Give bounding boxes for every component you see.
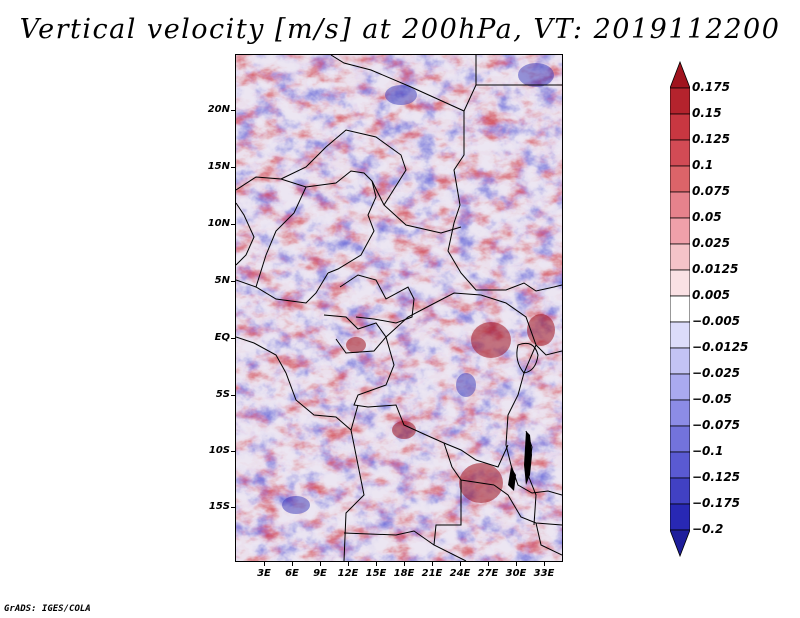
- lat-tick: [231, 395, 235, 396]
- lat-label-10n: 10N: [207, 218, 230, 229]
- colorbar-label: 0.15: [692, 106, 722, 120]
- colorbar-label: 0.1: [692, 158, 714, 172]
- colorbar-label: −0.05: [692, 392, 732, 406]
- lon-tick: [544, 562, 545, 566]
- lat-tick: [231, 224, 235, 225]
- strong-updraft-cells: [346, 314, 555, 503]
- lat-label-eq: EQ: [214, 332, 230, 343]
- lon-label-18e: 18E: [393, 568, 415, 579]
- colorbar-label: 0.05: [692, 210, 722, 224]
- lat-label-20n: 20N: [207, 104, 230, 115]
- lat-tick: [231, 451, 235, 452]
- lon-tick: [488, 562, 489, 566]
- colorbar-label: 0.005: [692, 288, 730, 302]
- lat-label-5s: 5S: [215, 389, 230, 400]
- map-panel: [235, 54, 563, 562]
- lat-label-15s: 15S: [208, 501, 230, 512]
- lat-tick: [231, 338, 235, 339]
- strong-downdraft-cells: [282, 63, 554, 514]
- lat-tick: [231, 281, 235, 282]
- colorbar-segment: [670, 347, 690, 375]
- lon-label-12e: 12E: [337, 568, 359, 579]
- lon-label-30e: 30E: [505, 568, 527, 579]
- lat-tick: [231, 110, 235, 111]
- colorbar-segment: [670, 477, 690, 505]
- lat-tick: [231, 167, 235, 168]
- colorbar-segment: [670, 399, 690, 427]
- colorbar-label: −0.025: [692, 366, 741, 380]
- lon-label-21e: 21E: [421, 568, 443, 579]
- colorbar-segment: [670, 321, 690, 349]
- vertical-velocity-field: [236, 55, 562, 561]
- colorbar-label: −0.005: [692, 314, 741, 328]
- lon-tick: [376, 562, 377, 566]
- colorbar-label: 0.0125: [692, 262, 739, 276]
- colorbar-segment: [670, 373, 690, 401]
- lon-label-9e: 9E: [313, 568, 327, 579]
- lon-label-33e: 33E: [533, 568, 555, 579]
- colorbar-label: 0.175: [692, 80, 730, 94]
- colorbar-segment: [670, 165, 690, 193]
- lon-label-3e: 3E: [257, 568, 271, 579]
- colorbar-segment: [670, 529, 690, 558]
- colorbar-label: −0.1: [692, 444, 724, 458]
- colorbar-label: 0.025: [692, 236, 730, 250]
- chart-title: Vertical velocity [m/s] at 200hPa, VT: 2…: [19, 14, 781, 45]
- map-canvas: [236, 55, 562, 561]
- lon-label-24e: 24E: [449, 568, 471, 579]
- lon-tick: [432, 562, 433, 566]
- colorbar-segment: [670, 451, 690, 479]
- country-borders: [236, 55, 562, 561]
- colorbar-segment: [670, 191, 690, 219]
- colorbar-segment: [670, 87, 690, 115]
- colorbar-segment: [670, 217, 690, 245]
- colorbar-label: −0.075: [692, 418, 741, 432]
- lon-tick: [264, 562, 265, 566]
- colorbar-segment: [670, 243, 690, 271]
- colorbar: [670, 60, 690, 558]
- lon-tick: [320, 562, 321, 566]
- lon-tick: [516, 562, 517, 566]
- lat-label-15n: 15N: [207, 161, 230, 172]
- colorbar-segment: [670, 60, 690, 89]
- colorbar-segment: [670, 295, 690, 323]
- lat-tick: [231, 507, 235, 508]
- colorbar-segment: [670, 113, 690, 141]
- colorbar-segment: [670, 425, 690, 453]
- lon-tick: [404, 562, 405, 566]
- colorbar-label: −0.125: [692, 470, 741, 484]
- lon-tick: [460, 562, 461, 566]
- grads-credit: GrADS: IGES/COLA: [4, 604, 91, 614]
- lakes: [508, 342, 539, 491]
- lat-label-10s: 10S: [208, 445, 230, 456]
- colorbar-segment: [670, 269, 690, 297]
- colorbar-label: 0.125: [692, 132, 730, 146]
- lon-label-6e: 6E: [285, 568, 299, 579]
- lon-tick: [348, 562, 349, 566]
- colorbar-label: 0.075: [692, 184, 730, 198]
- lon-tick: [292, 562, 293, 566]
- colorbar-segment: [670, 139, 690, 167]
- lat-label-5n: 5N: [214, 275, 230, 286]
- lon-label-27e: 27E: [477, 568, 499, 579]
- lon-label-15e: 15E: [365, 568, 387, 579]
- colorbar-segment: [670, 503, 690, 531]
- colorbar-label: −0.0125: [692, 340, 749, 354]
- colorbar-label: −0.2: [692, 522, 724, 536]
- colorbar-label: −0.175: [692, 496, 741, 510]
- colorbar-segments: [670, 60, 690, 558]
